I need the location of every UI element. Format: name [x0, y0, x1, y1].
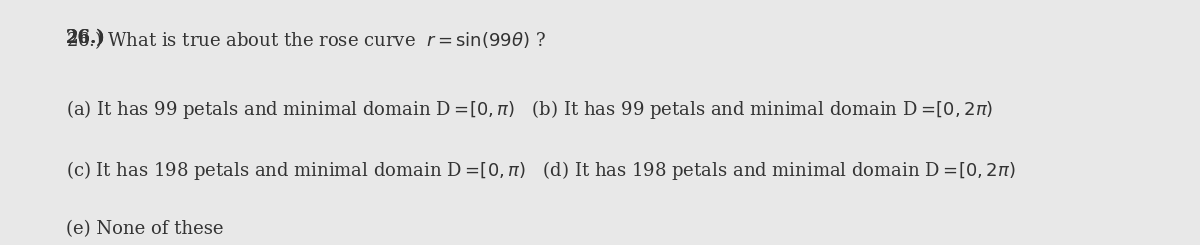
- Text: (e) None of these: (e) None of these: [66, 220, 223, 238]
- Text: 26.): 26.): [66, 29, 106, 47]
- Text: (c) It has 198 petals and minimal domain D$=\!\left[0,\pi\right)$   (d) It has 1: (c) It has 198 petals and minimal domain…: [66, 159, 1015, 182]
- Text: 26.) What is true about the rose curve  $r = \sin(99\theta)$ ?: 26.) What is true about the rose curve $…: [66, 29, 546, 51]
- Text: 26.): 26.): [66, 29, 106, 47]
- Text: (a) It has 99 petals and minimal domain D$=\!\left[0,\pi\right)$   (b) It has 99: (a) It has 99 petals and minimal domain …: [66, 98, 994, 121]
- Text: 26.) What is true about the rose curve  $r = \sin(99\theta)$ ?: 26.) What is true about the rose curve $…: [66, 29, 546, 51]
